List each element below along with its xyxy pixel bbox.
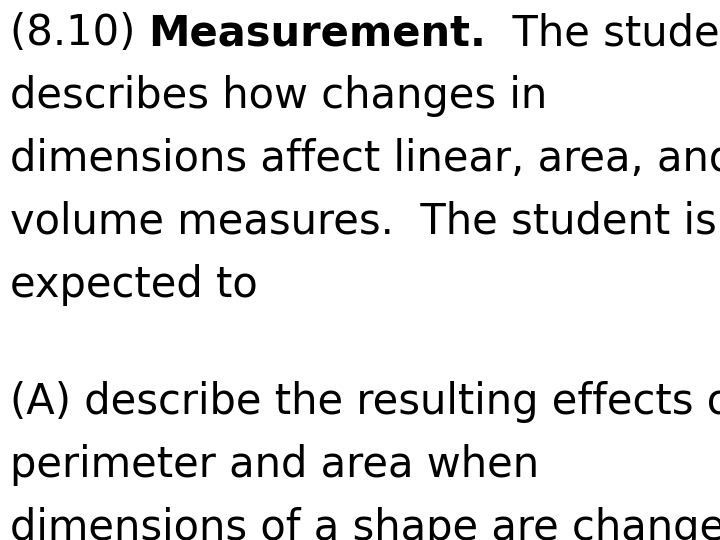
- Text: dimensions of a shape are changed: dimensions of a shape are changed: [10, 507, 720, 540]
- Text: expected to: expected to: [10, 264, 258, 306]
- Text: perimeter and area when: perimeter and area when: [10, 443, 539, 485]
- Text: volume measures.  The student is: volume measures. The student is: [10, 201, 716, 243]
- Text: describes how changes in: describes how changes in: [10, 75, 547, 117]
- Text: (8.10): (8.10): [10, 12, 148, 54]
- Text: dimensions affect linear, area, and: dimensions affect linear, area, and: [10, 138, 720, 180]
- Text: The student: The student: [487, 12, 720, 54]
- Text: Measurement.: Measurement.: [148, 12, 487, 54]
- Text: (A) describe the resulting effects on: (A) describe the resulting effects on: [10, 381, 720, 422]
